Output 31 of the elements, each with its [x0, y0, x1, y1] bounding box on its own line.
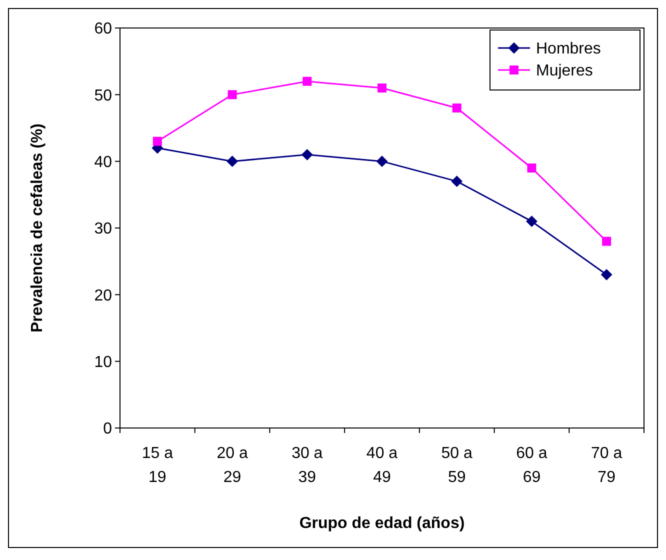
point [527, 164, 536, 172]
x-tick-label: 60 a 69 [516, 445, 548, 486]
y-tick-label: 50 [94, 87, 112, 104]
y-tick-label: 10 [94, 354, 112, 371]
point [302, 149, 313, 160]
y-axis-title: Prevalencia de cefaleas (%) [29, 123, 46, 333]
x-tick-label: 40 a 49 [366, 445, 398, 486]
point [378, 84, 386, 92]
point [451, 176, 462, 187]
point [452, 104, 462, 112]
x-tick-label: 30 a 39 [292, 445, 323, 486]
legend-label: Mujeres [536, 62, 593, 80]
x-tick-label: 20 a 29 [216, 445, 248, 486]
point [376, 156, 388, 167]
point [526, 216, 538, 227]
point [228, 90, 237, 100]
y-tick-label: 20 [94, 287, 112, 304]
point [601, 269, 612, 280]
y-tick-label: 30 [94, 220, 112, 238]
point [226, 156, 238, 167]
y-tick-label: 0 [103, 420, 112, 438]
x-tick-label: 15 a 19 [142, 445, 174, 486]
x-tick-label: 50 a 59 [441, 445, 473, 486]
y-tick-label: 40 [94, 154, 112, 171]
point [302, 76, 312, 86]
point [152, 136, 162, 146]
y-tick-label: 60 [94, 20, 112, 38]
point [602, 236, 612, 246]
legend-label: Hombres [536, 40, 601, 58]
x-axis-title: Grupo de edad (años) [299, 515, 465, 532]
x-tick-label: 70 a 79 [591, 445, 622, 486]
